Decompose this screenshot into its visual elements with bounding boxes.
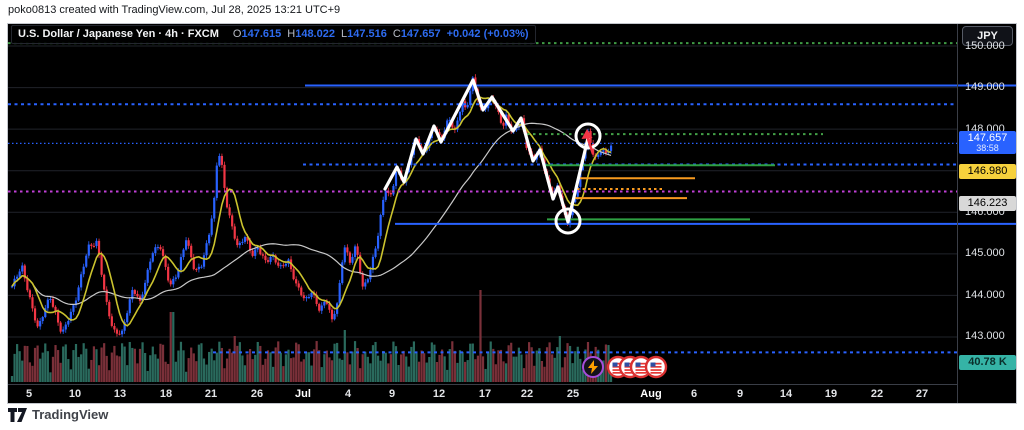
time-tick-label: 12 [432, 388, 446, 400]
fast-ma-line [11, 96, 612, 327]
circle-annotation[interactable] [554, 207, 582, 235]
time-tick-label: 22 [520, 388, 534, 400]
close-value: 147.657 [400, 28, 441, 40]
open-value: 147.615 [241, 28, 282, 40]
up-arrow-icon[interactable] [585, 135, 595, 155]
time-tick-label: 21 [204, 388, 218, 400]
lightning-bolt-icon [588, 360, 598, 374]
price-tick-label: 143.000 [965, 330, 1005, 343]
low-value: 147.516 [347, 28, 387, 40]
open-label: O [232, 28, 242, 40]
symbol-title: U.S. Dollar / Japanese Yen · 4h · FXCM [18, 28, 219, 40]
time-axis[interactable]: 5 10 13 18 21 26 Jul 4 9 12 17 22 25 Aug 6 9 14 19 22 27 [8, 384, 957, 404]
candles [10, 74, 613, 338]
time-tick-label: 13 [113, 388, 127, 400]
price-chart[interactable] [8, 24, 1016, 403]
price-tick-label: 144.000 [965, 288, 1005, 301]
up-arrow-head-icon [581, 129, 593, 139]
time-tick-label: 25 [566, 388, 580, 400]
time-tick-label: 26 [250, 388, 264, 400]
price-tick-label: 145.000 [965, 247, 1005, 260]
time-tick-label: 9 [736, 388, 744, 400]
time-tick-label: 10 [68, 388, 82, 400]
time-tick-label: 5 [25, 388, 33, 400]
volume-value-badge: 40.78 K [959, 354, 1016, 370]
footer: TradingView [8, 407, 108, 422]
price-tick-label: 149.000 [965, 81, 1005, 94]
time-tick-label: 14 [779, 388, 793, 400]
chart-panel: U.S. Dollar / Japanese Yen · 4h · FXCM O1… [7, 23, 1017, 404]
zigzag-drawing[interactable] [383, 78, 590, 224]
close-label: C [392, 28, 401, 40]
time-tick-label: 4 [344, 388, 352, 400]
circle-annotation[interactable] [574, 122, 602, 150]
bar-countdown: 38:58 [976, 143, 999, 154]
time-tick-label: Jul [295, 388, 311, 400]
time-tick-label: Aug [640, 388, 662, 400]
volume-bars [10, 290, 613, 382]
time-tick-label: 22 [870, 388, 884, 400]
change-value: +0.042 (+0.03%) [446, 28, 529, 40]
slow-ma-line [11, 122, 612, 305]
price-axis[interactable]: JPY 150.000 149.000 148.000 146.000 145.000 1… [957, 24, 1017, 403]
tradingview-brand[interactable]: TradingView [32, 407, 109, 422]
high-label: H [287, 28, 296, 40]
currency-button[interactable]: JPY [962, 26, 1013, 46]
ma-value-badge: 146.223 [959, 195, 1016, 211]
time-tick-label: 27 [915, 388, 929, 400]
time-tick-label: 9 [388, 388, 396, 400]
time-tick-label: 19 [824, 388, 838, 400]
last-price-badge: 147.657 38:58 [959, 131, 1016, 155]
time-tick-label: 18 [159, 388, 173, 400]
tradingview-logo-icon[interactable] [8, 407, 27, 422]
symbol-legend[interactable]: U.S. Dollar / Japanese Yen · 4h · FXCM O1… [11, 25, 536, 44]
low-label: L [340, 28, 348, 40]
time-tick-label: 6 [690, 388, 698, 400]
high-value: 148.022 [295, 28, 335, 40]
last-price-label: 147.657 [967, 132, 1008, 145]
time-tick-label: 17 [478, 388, 492, 400]
price-tick-label: 150.000 [965, 39, 1005, 52]
attribution-text: poko0813 created with TradingView.com, J… [8, 4, 341, 16]
ma-value-badge: 146.980 [959, 164, 1016, 180]
